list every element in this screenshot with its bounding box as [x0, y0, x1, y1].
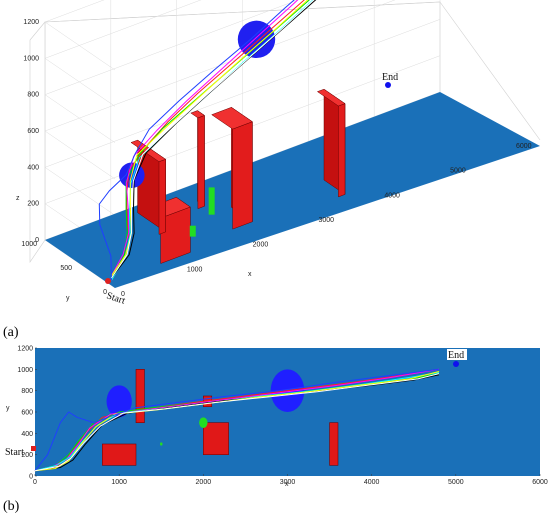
building-obstacle	[135, 369, 145, 423]
path-line-3d	[111, 0, 299, 277]
x-tick-label: 2000	[253, 242, 269, 249]
path-line-3d	[111, 0, 315, 279]
building-obstacle	[102, 443, 137, 466]
3d-tick-labels: 0100020003000400050006000050010000200400…	[21, 19, 531, 298]
z-tick-label: 0	[35, 237, 39, 244]
y-tick-label: 400	[21, 431, 33, 438]
z-gridline-side	[44, 21, 116, 71]
y-tick-label: 800	[21, 388, 33, 395]
cylinder-obstacle	[189, 225, 196, 237]
y-tick-label: 1200	[17, 346, 33, 353]
x-tick-label: 6000	[532, 479, 548, 486]
x-tick-label: 0	[33, 479, 37, 486]
top-tick-labels: 0 1000 2000 3000 4000 5000 6000 0 200 400 600 800 10…	[17, 346, 547, 487]
path-line	[34, 374, 440, 472]
building-front	[197, 115, 205, 210]
cylinder-obstacle	[208, 187, 215, 215]
circular-obstacle	[159, 442, 163, 446]
path-line-3d	[98, 0, 295, 281]
z-gridline-side	[44, 58, 116, 107]
y-tick-label: 500	[60, 265, 72, 272]
end-label-bg-b	[447, 349, 467, 360]
z-gridline-side	[44, 130, 116, 180]
path-line-3d	[111, 0, 310, 279]
3d-obstacles	[119, 20, 346, 264]
x-axis-label-b: x	[285, 481, 289, 488]
start-label-b: Start	[5, 447, 24, 458]
building-top	[316, 88, 346, 107]
panel-b-top-view-chart: 0 1000 2000 3000 4000 5000 6000 0 200 400 600 800 10…	[5, 346, 548, 489]
start-marker-b	[31, 446, 36, 451]
end-marker-a	[385, 82, 391, 88]
z-tick-label: 800	[27, 92, 39, 99]
y-tick-label: 600	[21, 410, 33, 417]
x-tick-label: 1000	[111, 479, 127, 486]
y-tick-label: 200	[21, 452, 33, 459]
building-obstacle	[329, 422, 339, 466]
z-gridline-side	[44, 167, 116, 216]
path-line	[34, 373, 440, 472]
y-tick-label: 1000	[21, 241, 37, 248]
z-gridline-side	[44, 94, 116, 143]
x-tick-label: 4000	[384, 192, 400, 199]
x-tick-label: 5000	[448, 479, 464, 486]
path-line	[34, 373, 440, 472]
building-front	[338, 103, 346, 198]
z-tick-label: 1200	[23, 19, 39, 26]
3d-gridlines	[44, 0, 441, 289]
building-front	[158, 158, 166, 235]
building-obstacle	[203, 422, 229, 455]
x-tick-label: 0	[121, 291, 125, 298]
building-top	[211, 107, 253, 130]
path-line	[34, 368, 440, 472]
x-tick-label: 4000	[364, 479, 380, 486]
panel-label-a: (a)	[3, 325, 19, 340]
y-tick-label: 1000	[17, 367, 33, 374]
start-marker-a	[105, 278, 111, 284]
end-label-a: End	[382, 72, 398, 83]
x-tick-label: 6000	[516, 143, 532, 150]
circular-obstacle	[199, 417, 208, 428]
x-axis-label-a: x	[248, 271, 252, 278]
z-axis-label-a: z	[16, 195, 20, 202]
y-tick-label: 0	[103, 289, 107, 296]
end-marker-b	[453, 361, 459, 367]
z-tick-label: 600	[27, 128, 39, 135]
x-tick-label: 1000	[187, 266, 203, 273]
y-axis-label-b: y	[6, 405, 10, 412]
panel-a-3d-chart: 0100020003000400050006000050010000200400…	[16, 0, 541, 307]
y-axis-label-a: y	[66, 295, 70, 302]
y-tick-label: 0	[29, 474, 33, 481]
sphere-obstacle	[237, 20, 276, 59]
x-tick-label: 5000	[450, 168, 466, 175]
x-tick-label: 2000	[196, 479, 212, 486]
z-tick-label: 400	[27, 164, 39, 171]
z-tick-label: 1000	[23, 55, 39, 62]
building-top	[190, 110, 206, 119]
panel-label-b: (b)	[3, 499, 20, 514]
3d-paths	[98, 0, 317, 281]
x-tick-label: 3000	[319, 217, 335, 224]
building-front	[232, 121, 253, 230]
z-tick-label: 200	[27, 201, 39, 208]
end-label-b: End	[448, 350, 464, 361]
top-paths	[34, 368, 440, 472]
x-tick-label: 3000	[280, 479, 296, 486]
circular-obstacle	[106, 385, 132, 418]
